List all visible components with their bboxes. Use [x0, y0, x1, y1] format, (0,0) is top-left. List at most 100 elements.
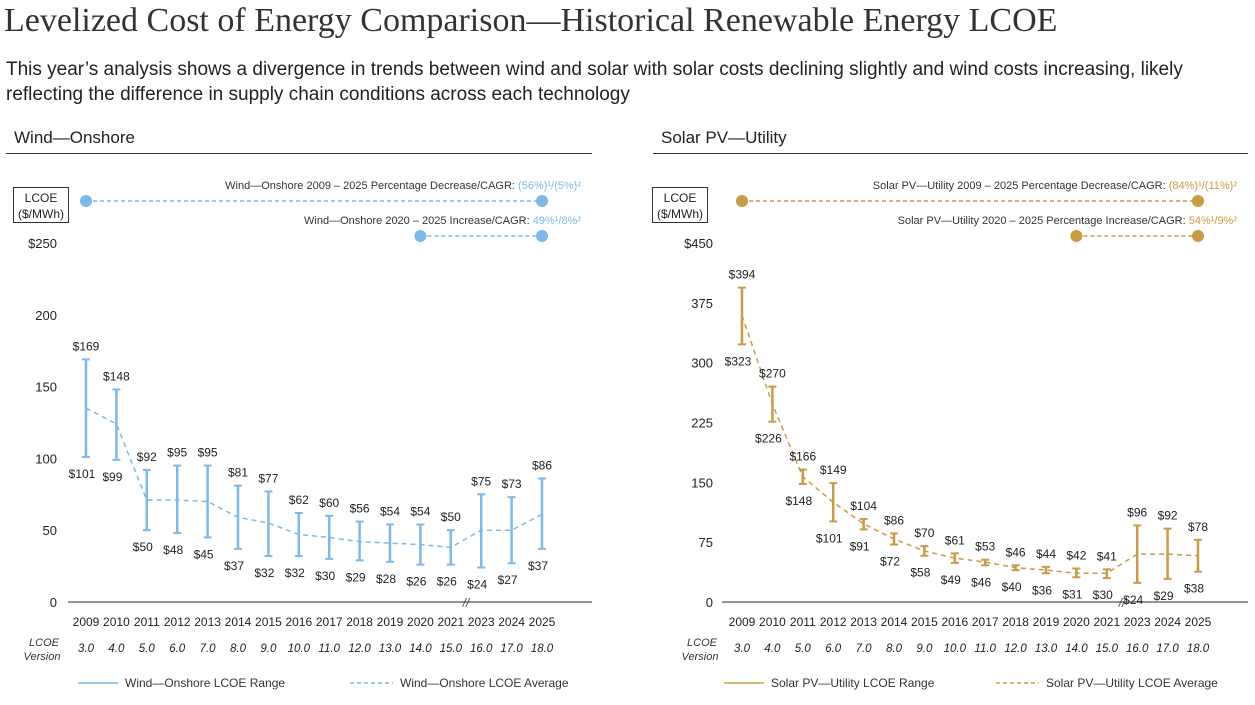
solar-version-label: 4.0 [764, 643, 781, 655]
solar-y-axis-label: LCOE ($/MWh) [652, 187, 708, 223]
wind-axis-break: // [462, 596, 471, 610]
solar-x-tick-label: 2023 [1124, 615, 1151, 629]
solar-high-label: $270 [759, 367, 786, 381]
solar-panel-title: Solar PV—Utility [661, 128, 787, 147]
wind-x-tick-label: 2019 [377, 615, 404, 629]
solar-x-tick-label: 2009 [729, 615, 756, 629]
wind-annotation-2: Wind—Onshore 2020 – 2025 Increase/CAGR: … [304, 215, 581, 227]
solar-version-label: 15.0 [1096, 643, 1119, 655]
solar-x-tick-label: 2014 [881, 615, 908, 629]
wind-y-tick-label: 200 [35, 308, 57, 323]
solar-version-axis-label: Version [682, 651, 719, 663]
wind-low-label: $26 [437, 575, 457, 589]
wind-low-label: $30 [315, 569, 335, 583]
solar-version-label: 7.0 [856, 643, 873, 655]
solar-high-label: $53 [975, 540, 995, 554]
solar-axis-break: // [1118, 596, 1127, 610]
solar-low-label: $24 [1123, 593, 1143, 607]
solar-annotation-dot [1192, 230, 1204, 242]
solar-low-label: $58 [910, 566, 930, 580]
annotation-value: 49%¹/8%² [532, 215, 581, 227]
solar-low-label: $30 [1093, 588, 1113, 602]
wind-high-label: $81 [228, 466, 248, 480]
wind-high-label: $169 [73, 339, 100, 353]
solar-high-label: $104 [850, 499, 877, 513]
wind-high-label: $86 [532, 459, 552, 473]
solar-version-label: 9.0 [916, 643, 933, 655]
annotation-text: Wind—Onshore 2020 – 2025 Increase/CAGR: [304, 215, 533, 227]
solar-x-tick-label: 2013 [850, 615, 877, 629]
annotation-text: Wind—Onshore 2009 – 2025 Percentage Decr… [225, 180, 519, 192]
solar-version-label: 12.0 [1004, 643, 1027, 655]
page-title: Levelized Cost of Energy Comparison—Hist… [4, 2, 1058, 39]
solar-x-tick-label: 2021 [1093, 615, 1120, 629]
solar-high-label: $61 [945, 533, 965, 547]
solar-annotation-1: Solar PV—Utility 2009 – 2025 Percentage … [873, 180, 1237, 192]
solar-version-label: 6.0 [825, 643, 842, 655]
wind-low-label: $24 [467, 578, 487, 592]
solar-high-label: $96 [1127, 505, 1147, 519]
wind-version-axis-label: Version [24, 651, 61, 663]
annotation-text: Solar PV—Utility 2009 – 2025 Percentage … [872, 180, 1169, 192]
wind-high-label: $56 [350, 502, 370, 516]
solar-x-tick-label: 2011 [790, 615, 816, 629]
solar-low-label: $40 [1002, 580, 1022, 594]
wind-x-tick-label: 2025 [529, 615, 556, 629]
solar-version-label: 16.0 [1126, 643, 1149, 655]
wind-low-label: $37 [224, 559, 244, 573]
wind-low-label: $45 [194, 547, 214, 561]
solar-low-label: $101 [816, 531, 843, 545]
solar-y-tick-label: $450 [684, 236, 713, 251]
wind-version-label: 11.0 [318, 643, 340, 655]
solar-high-label: $78 [1188, 520, 1208, 534]
wind-x-tick-label: 2010 [103, 615, 130, 629]
wind-version-label: 13.0 [379, 643, 402, 655]
solar-annotation-2: Solar PV—Utility 2020 – 2025 Percentage … [898, 215, 1237, 227]
solar-average-line [741, 315, 1199, 575]
wind-high-label: $95 [198, 446, 218, 460]
wind-low-label: $27 [498, 573, 518, 587]
solar-version-axis-label: LCOE [687, 637, 718, 649]
wind-version-label: 18.0 [531, 643, 554, 655]
wind-version-label: 9.0 [260, 643, 277, 655]
wind-version-label: 12.0 [348, 643, 371, 655]
annotation-value: (56%)¹/(5%)² [518, 180, 581, 192]
solar-version-label: 8.0 [886, 643, 903, 655]
wind-version-label: 6.0 [169, 643, 186, 655]
wind-version-axis-label: LCOE [29, 637, 60, 649]
wind-y-tick-label: 150 [35, 380, 57, 395]
wind-average-line [85, 407, 543, 549]
solar-high-label: $92 [1158, 509, 1178, 523]
solar-high-label: $394 [729, 268, 756, 282]
solar-title-divider [653, 153, 1248, 154]
wind-x-tick-label: 2013 [194, 615, 221, 629]
solar-legend-average: Solar PV—Utility LCOE Average [1046, 676, 1218, 690]
solar-high-label: $70 [914, 526, 934, 540]
solar-x-tick-label: 2016 [941, 615, 968, 629]
wind-x-tick-label: 2016 [285, 615, 312, 629]
solar-x-tick-label: 2017 [972, 615, 999, 629]
annotation-value: 54%¹/9%² [1188, 215, 1237, 227]
solar-version-label: 17.0 [1156, 643, 1179, 655]
solar-low-label: $148 [785, 494, 812, 508]
wind-version-label: 4.0 [108, 643, 125, 655]
wind-high-label: $77 [258, 471, 278, 485]
wind-high-label: $54 [380, 504, 400, 518]
solar-x-tick-label: 2012 [820, 615, 847, 629]
wind-high-label: $50 [441, 510, 461, 524]
wind-high-label: $54 [410, 504, 430, 518]
solar-x-tick-label: 2019 [1033, 615, 1060, 629]
solar-low-label: $29 [1154, 589, 1174, 603]
solar-y-tick-label: 375 [691, 296, 713, 311]
wind-low-label: $37 [528, 559, 548, 573]
solar-x-tick-label: 2024 [1154, 615, 1181, 629]
wind-version-label: 3.0 [78, 643, 95, 655]
wind-low-label: $32 [285, 566, 305, 580]
solar-low-label: $226 [755, 432, 782, 446]
solar-low-label: $91 [850, 539, 870, 553]
solar-version-label: 10.0 [944, 643, 967, 655]
solar-low-label: $38 [1184, 582, 1204, 596]
solar-version-label: 11.0 [974, 643, 996, 655]
wind-legend-range: Wind—Onshore LCOE Range [125, 676, 285, 690]
wind-x-tick-label: 2014 [225, 615, 252, 629]
